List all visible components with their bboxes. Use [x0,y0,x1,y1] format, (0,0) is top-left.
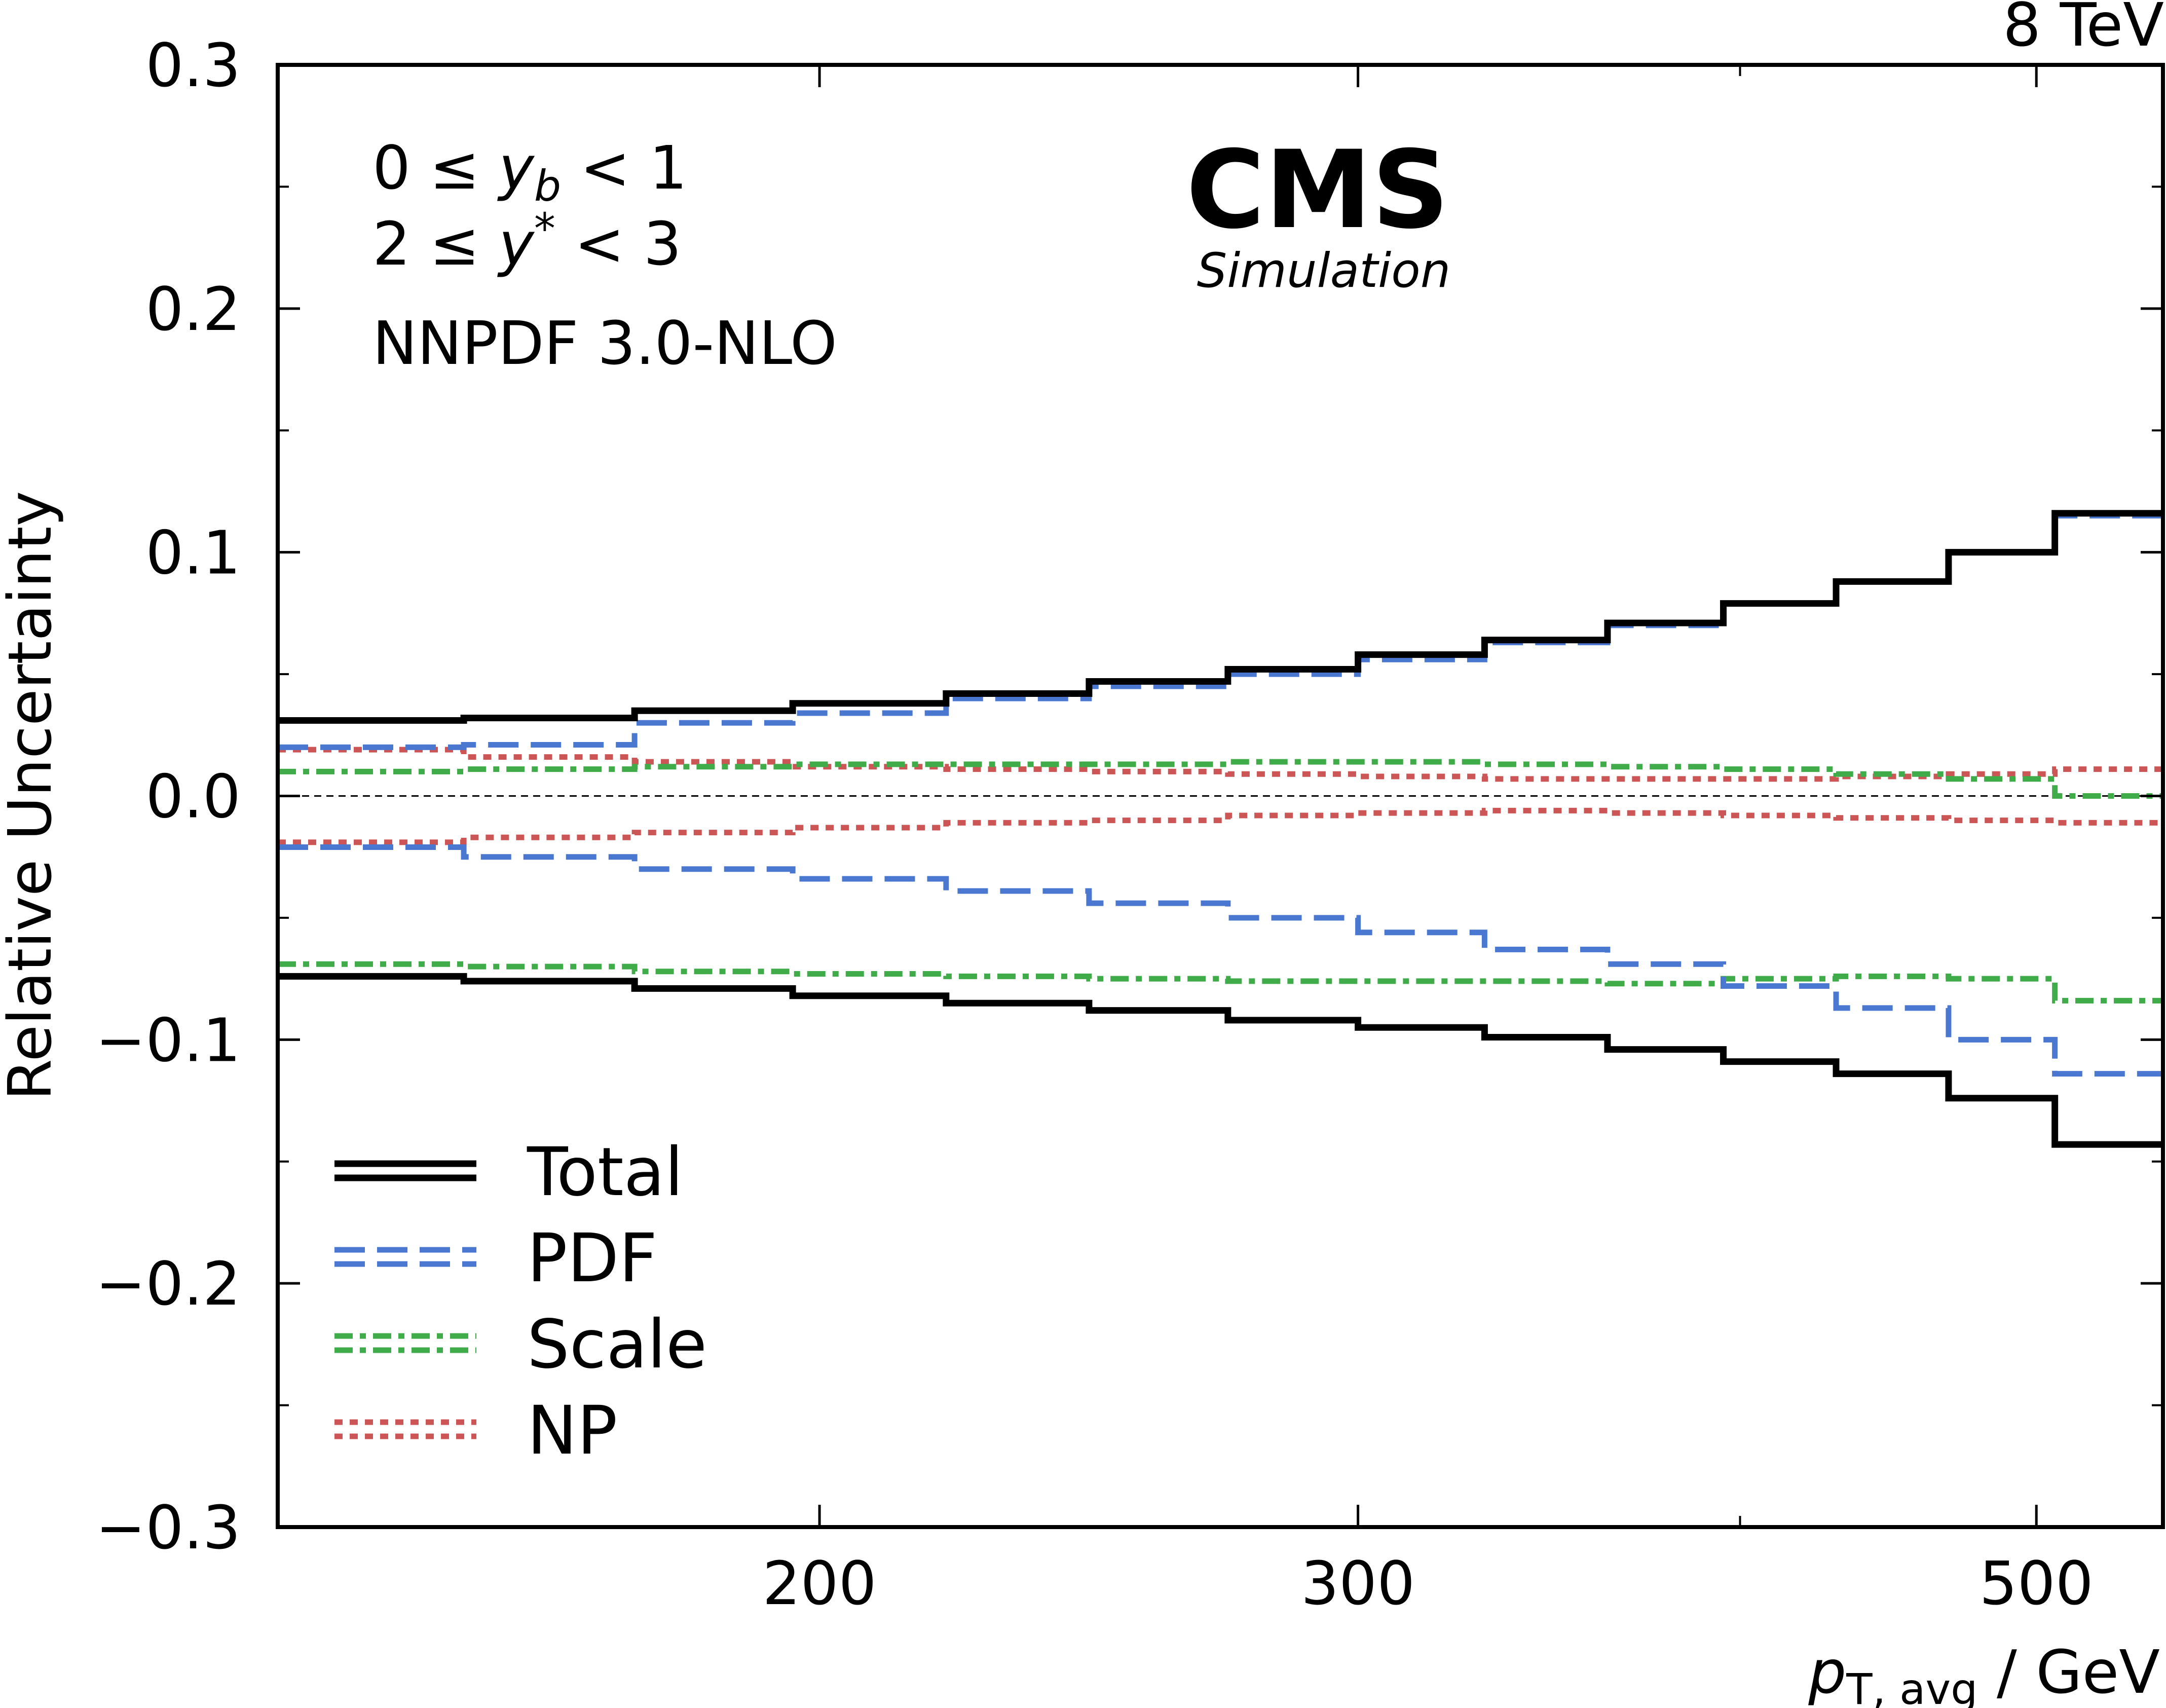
y-tick-label: −0.2 [95,1249,241,1319]
y-axis-title: Relative Uncertainty [0,491,65,1101]
series-total-down [278,973,2163,1148]
x-tick-label: 500 [1980,1548,2094,1618]
series-pdf-down [278,844,2163,1077]
y-tick-label: 0.2 [145,274,241,344]
series-scale-down [278,961,2163,1004]
series-pdf-up [278,513,2163,750]
series-np-down [278,807,2163,845]
x-tick-label: 300 [1301,1548,1415,1618]
y-tick-label: −0.3 [95,1493,241,1563]
series-total-up [278,510,2163,724]
y-tick-label: 0.1 [145,518,241,588]
y-tick-label: 0.0 [145,762,241,832]
pdf-set-label: NNPDF 3.0-NLO [372,308,837,378]
tick-layer: −0.3 −0.2 −0.1 0.0 0.1 0.2 0.3 200 300 500 [95,30,2163,1618]
series-layer [278,510,2163,1148]
y-tick-label: 0.3 [145,30,241,100]
x-tick-label: 200 [762,1548,876,1618]
legend-label-pdf: PDF [527,1219,657,1297]
legend: Total PDF Scale NP [334,1133,707,1470]
series-np-up [278,747,2163,782]
x-axis-title: pT, avg / GeV [1808,1637,2160,1708]
y-tick-label: −0.1 [95,1005,241,1075]
yb-range-label: 0 ≤ yb < 1 [372,133,687,211]
simulation-label: Simulation [1197,243,1451,299]
cms-label: CMS [1186,127,1449,252]
legend-label-np: NP [527,1392,617,1470]
legend-label-scale: Scale [527,1306,707,1384]
ystar-range-label: 2 ≤ y* < 3 [372,204,682,279]
energy-label: 8 TeV [2003,0,2164,60]
series-scale-up [278,759,2163,799]
legend-label-total: Total [527,1133,683,1211]
